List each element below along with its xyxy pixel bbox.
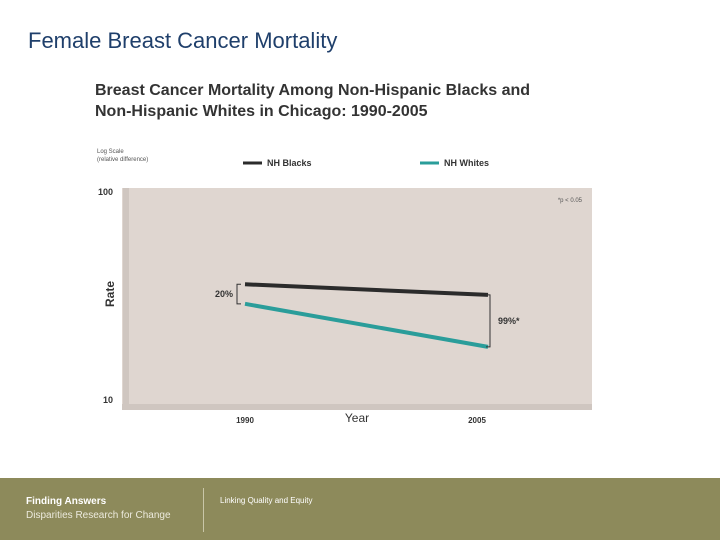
diff-label-1990: 20% <box>215 289 233 299</box>
diff-label-2005: 99%* <box>498 316 520 326</box>
bracket-2005 <box>486 294 491 348</box>
y-tick-label-100: 100 <box>98 187 113 197</box>
x-tick-label-2005: 2005 <box>468 416 486 425</box>
legend-label-nh-whites: NH Whites <box>444 158 489 168</box>
scale-note-line-1: Log Scale <box>97 149 124 155</box>
footer: Finding Answers Disparities Research for… <box>0 478 720 540</box>
footer-org-name: Finding Answers <box>26 496 107 507</box>
series-line-nh-blacks <box>244 282 489 297</box>
bracket-1990 <box>236 283 241 305</box>
x-tick-label-1990: 1990 <box>236 416 254 425</box>
footer-divider <box>203 488 204 532</box>
significance-note: *p < 0.05 <box>558 198 583 204</box>
footer-subtitle: Disparities Research for Change <box>26 510 171 521</box>
y-tick-label-10: 10 <box>103 395 113 405</box>
slide-title: Female Breast Cancer Mortality <box>28 28 338 53</box>
chart: Log Scale (relative difference) NH Black… <box>97 149 592 425</box>
chart-title-line-1: Breast Cancer Mortality Among Non-Hispan… <box>95 82 531 99</box>
x-axis-label: Year <box>345 411 369 425</box>
legend-label-nh-blacks: NH Blacks <box>267 158 312 168</box>
chart-title-line-2: Non-Hispanic Whites in Chicago: 1990-200… <box>95 103 428 120</box>
y-axis-label: Rate <box>103 281 117 307</box>
scale-note-line-2: (relative difference) <box>97 157 148 163</box>
plot-area <box>122 188 592 410</box>
chart-title: Breast Cancer Mortality Among Non-Hispan… <box>95 80 530 122</box>
footer-tagline: Linking Quality and Equity <box>220 496 313 505</box>
series-line-nh-whites <box>244 301 489 349</box>
